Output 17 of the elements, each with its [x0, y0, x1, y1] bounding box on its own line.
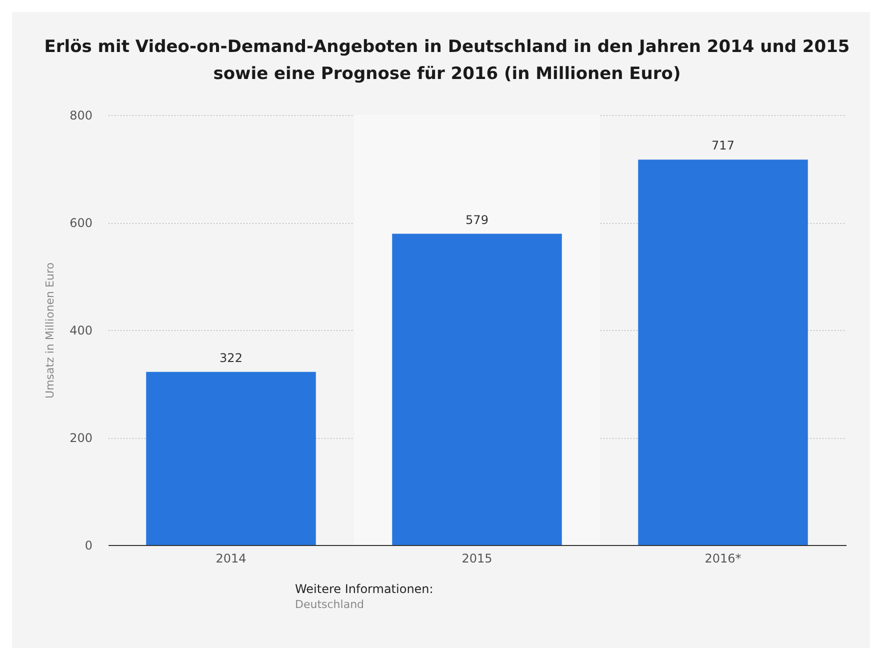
x-tick-label: 2016*	[704, 552, 742, 566]
y-tick-label: 0	[84, 538, 92, 552]
x-tick-label: 2014	[216, 552, 246, 566]
bar	[146, 372, 316, 545]
data-label: 579	[466, 212, 488, 227]
bar	[638, 160, 808, 545]
y-tick-label: 600	[70, 216, 92, 230]
y-tick-label: 400	[70, 324, 92, 338]
y-tick-label: 800	[70, 108, 92, 122]
data-label: 322	[220, 350, 242, 365]
chart-title: Erlös mit Video-on-Demand-Angeboten in Deutschland in den Jahren 2014 und 2015 sowie eine Prognose für 2016 (in Millionen Euro)	[43, 36, 851, 86]
text: Weitere Informationen:	[295, 582, 434, 597]
y-tick-label: 200	[70, 431, 92, 445]
x-tick-label: 2015	[462, 552, 492, 566]
y-axis-title: Umsatz in Millionen Euro	[44, 262, 57, 398]
data-label: 717	[712, 138, 734, 153]
text: Deutschland	[295, 597, 366, 612]
